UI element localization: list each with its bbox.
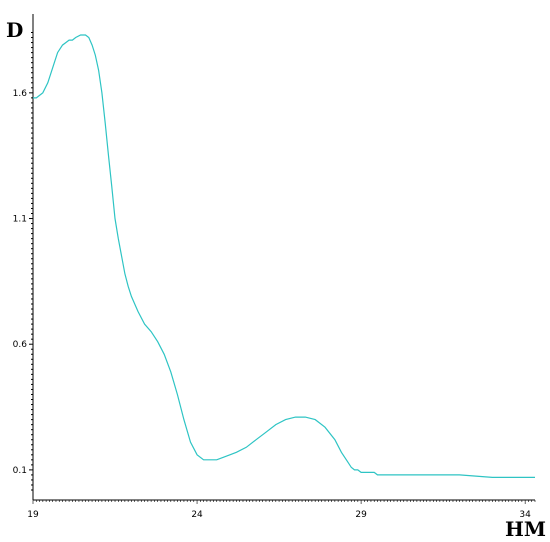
y-tick-label: 0.1 (13, 466, 27, 476)
y-tick-label: 0.6 (13, 340, 28, 350)
density-curve (33, 34, 535, 478)
y-axis-ticks: 0.1 0.6 1.1 1.6 (13, 32, 33, 491)
x-tick-label: 19 (27, 510, 39, 520)
x-tick-label: 34 (519, 510, 531, 520)
y-tick-label: 1.1 (13, 215, 27, 225)
x-axis-title: НМ (505, 517, 546, 541)
y-axis-title: D (6, 18, 23, 42)
x-tick-label: 29 (355, 510, 367, 520)
x-axis-ticks: 19 24 29 34 (27, 500, 536, 520)
x-tick-label: 24 (191, 510, 203, 520)
y-tick-label: 1.6 (13, 89, 28, 99)
